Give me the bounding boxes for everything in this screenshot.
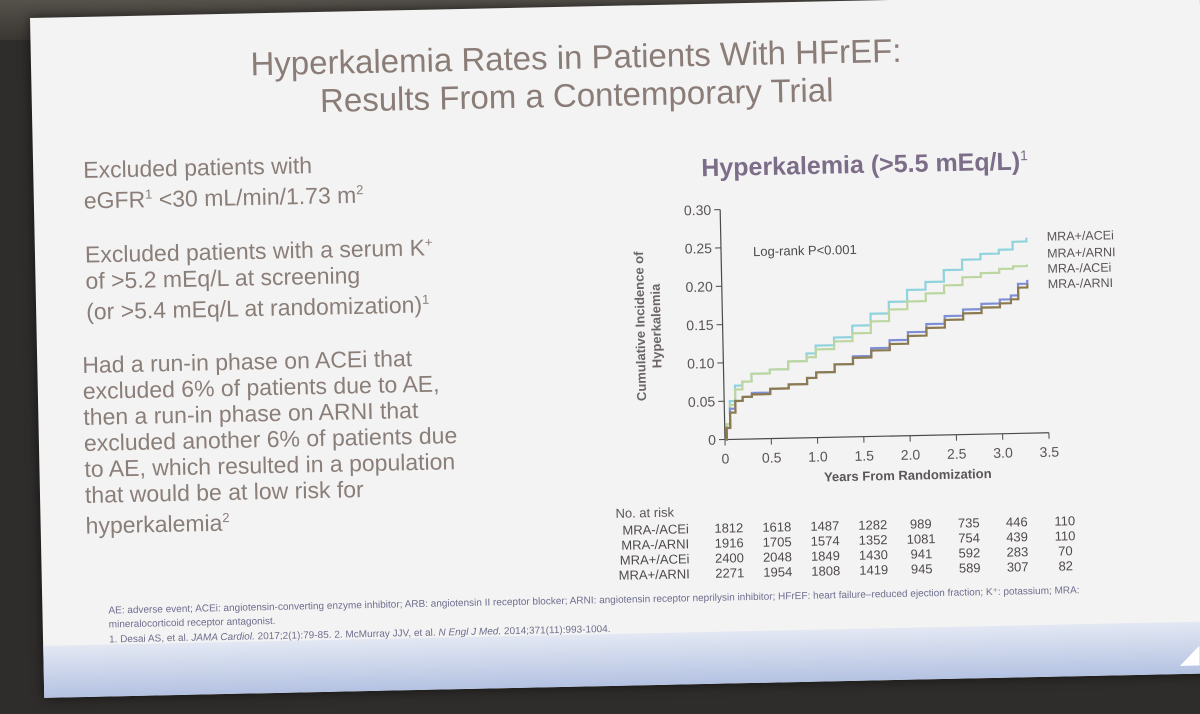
y-tick-label: 0.20 (685, 278, 713, 295)
x-tick-label: 1.5 (854, 447, 874, 463)
risk-count: 2048 (762, 549, 793, 565)
chart-title-ref: 1 (1019, 147, 1028, 164)
x-tick-label: 0 (721, 450, 729, 466)
chart-title-text: Hyperkalemia (>5.5 mEq/L) (701, 147, 1021, 183)
y-axis-title-line2: Hyperkalemia (648, 283, 665, 369)
hyperkalemia-chart: 0 0.05 0.10 0.15 0.20 0.25 0.30 0 0.5 1.0 1.5 2.0 2.… (631, 202, 1116, 485)
y-tick-label: 0.05 (688, 393, 716, 410)
x-tick-label: 3.5 (1039, 444, 1059, 460)
risk-count: 1487 (810, 518, 840, 534)
risk-count: 1574 (810, 533, 840, 549)
risk-count: 82 (1058, 558, 1074, 574)
risk-count: 439 (1006, 529, 1029, 545)
series-line (724, 237, 1028, 441)
x-tick-label: 2.0 (901, 446, 921, 462)
y-axis-title-line1: Cumulative Incidence of (631, 251, 649, 401)
hyperkalemia-word: hyperkalemia (85, 509, 223, 539)
risk-count: 1081 (906, 531, 936, 547)
x-tick-label: 3.0 (993, 445, 1013, 461)
log-rank-annotation: Log-rank P<0.001 (753, 242, 857, 259)
risk-count: 1808 (811, 563, 841, 579)
bullet-egfr-line2: eGFR1 <30 mL/min/1.73 m2 (83, 177, 364, 214)
risk-count: 1430 (858, 547, 889, 563)
risk-count: 2271 (715, 565, 745, 581)
risk-count: 941 (910, 546, 933, 562)
risk-row-label: MRA+/ARNI (618, 566, 690, 583)
risk-count: 1849 (810, 548, 841, 564)
risk-count: 283 (1006, 544, 1029, 560)
x-tick-label: 2.5 (947, 445, 967, 461)
y-tick-label: 0 (708, 432, 716, 448)
potassium-sup: + (424, 234, 433, 250)
risk-table-label: No. at risk (615, 504, 675, 521)
series-line (724, 264, 1029, 441)
legend-entry: MRA+/ARNI (1047, 245, 1116, 260)
x-axis-line (724, 432, 1049, 441)
risk-count: 1954 (763, 564, 793, 580)
risk-count: 592 (958, 545, 981, 561)
risk-count: 1419 (859, 562, 889, 578)
y-tick-label: 0.30 (684, 202, 712, 219)
x-axis-title: Years From Randomization (824, 466, 992, 485)
risk-count: 1352 (858, 532, 888, 548)
y-tick-label: 0.10 (687, 355, 715, 372)
legend-entry: MRA-/ARNI (1048, 276, 1114, 291)
risk-table: MRA-/ACEi 1812 1618 1487 1282 989 735 446 110 MRA… (571, 513, 1090, 584)
risk-count: 1705 (762, 534, 792, 550)
risk-count: 589 (958, 560, 981, 576)
series-line (724, 283, 1029, 441)
randomization-text: (or >5.4 mEq/L at randomization) (85, 291, 423, 325)
risk-count: 1618 (762, 519, 792, 535)
series-line (724, 279, 1029, 441)
egfr-text: eGFR (83, 186, 146, 214)
risk-count: 307 (1006, 559, 1029, 575)
risk-count: 2400 (714, 550, 745, 566)
risk-count: 110 (1054, 513, 1076, 529)
risk-count: 735 (957, 515, 980, 531)
legend-entry: MRA+/ACEi (1047, 228, 1114, 243)
bullet-potassium: Excluded patients with a serum K+ of >5.… (85, 230, 434, 324)
x-tick-label: 0.5 (762, 449, 782, 465)
y-tick-label: 0.25 (685, 240, 713, 257)
bullet-potassium-line3: (or >5.4 mEq/L at randomization)1 (86, 286, 434, 324)
egfr-threshold: <30 mL/min/1.73 m (152, 181, 357, 213)
legend-entry: MRA-/ACEi (1047, 261, 1111, 276)
risk-count: 754 (958, 530, 981, 546)
x-tick-label: 1.0 (808, 448, 828, 464)
risk-count: 1916 (714, 535, 744, 551)
randomization-ref: 1 (421, 291, 430, 307)
risk-count: 989 (909, 516, 932, 532)
risk-count: 1282 (858, 517, 888, 533)
projection-screen: Hyperkalemia Rates in Patients With HFrE… (30, 0, 1200, 698)
risk-count: 1812 (714, 520, 744, 536)
risk-count: 110 (1054, 528, 1076, 544)
egfr-unit-exponent: 2 (355, 182, 364, 198)
run-in-line-last: hyperkalemia2 (85, 500, 459, 539)
bullet-run-in: Had a run-in phase on ACEi that excluded… (82, 344, 459, 539)
y-tick-label: 0.15 (686, 317, 714, 334)
risk-count: 70 (1057, 543, 1073, 559)
slide-title: Hyperkalemia Rates in Patients With HFrE… (181, 30, 972, 123)
risk-count: 446 (1005, 514, 1028, 530)
hyperkalemia-ref: 2 (222, 509, 230, 526)
risk-count: 945 (910, 561, 933, 577)
bullet-egfr: Excluded patients with eGFR1 <30 mL/min/… (83, 151, 364, 214)
